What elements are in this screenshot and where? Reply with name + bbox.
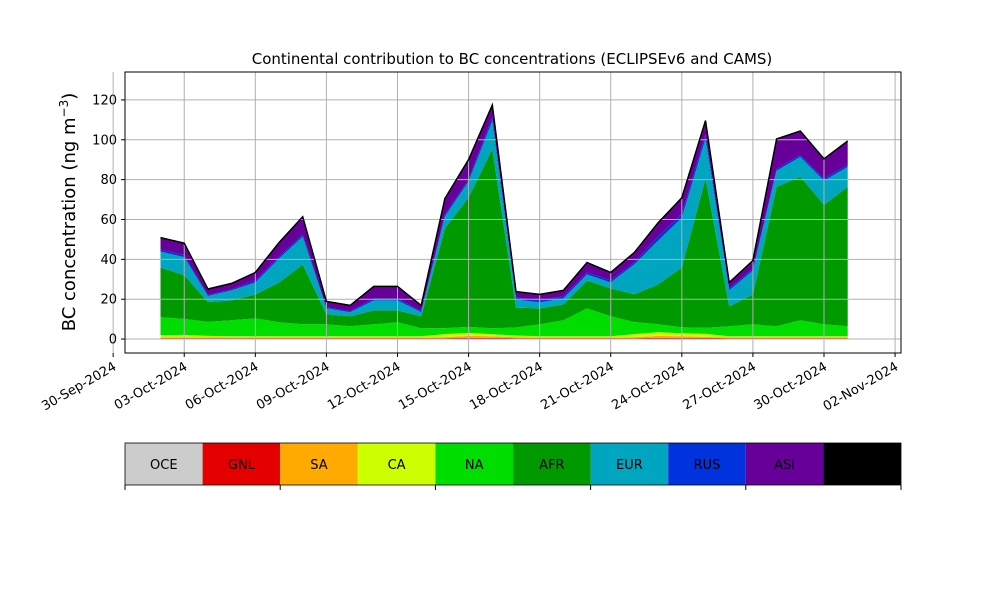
legend-label-sa: SA	[310, 458, 327, 473]
legend-label-eur: EUR	[616, 458, 643, 473]
legend-swatch-aus	[823, 443, 901, 485]
y-tick-label: 120	[92, 93, 117, 108]
x-tick-label: 27-Oct-2024	[681, 359, 759, 413]
x-tick-label: 02-Nov-2024	[821, 359, 901, 414]
x-tick-label: 24-Oct-2024	[609, 359, 687, 413]
area-ca	[160, 332, 848, 338]
y-tick-label: 20	[100, 293, 117, 308]
legend-swatch-afr	[513, 443, 591, 485]
x-tick-label: 30-Oct-2024	[752, 359, 830, 413]
area-sa	[160, 335, 848, 339]
legend-swatch-gnl	[202, 443, 281, 485]
y-tick-label: 80	[100, 173, 117, 188]
legend-label-ca: CA	[388, 458, 406, 473]
y-tick-label: 100	[92, 133, 117, 148]
legend-label-na: NA	[465, 458, 484, 473]
area-na	[160, 308, 848, 337]
x-tick-label: 18-Oct-2024	[467, 359, 545, 413]
y-tick-label: 0	[109, 333, 117, 348]
plot-frame	[124, 71, 902, 354]
legend-swatch-sa	[280, 443, 358, 485]
y-axis: 0 20 40 60 80 100 120	[92, 93, 125, 348]
legend: OCE GNL SA CA NA AFR EUR RUS ASI AUS	[124, 442, 902, 490]
x-tick-label: 06-Oct-2024	[183, 359, 261, 413]
legend-label-afr: AFR	[539, 458, 564, 473]
legend-frame	[124, 442, 902, 486]
total-outline	[160, 102, 849, 307]
legend-label-oce: OCE	[150, 458, 178, 473]
x-tick-label: 30-Sep-2024	[39, 359, 119, 414]
legend-swatch-eur	[590, 443, 669, 485]
x-axis: 30-Sep-202403-Oct-202406-Oct-202409-Oct-…	[39, 353, 901, 414]
legend-label-gnl: GNL	[228, 458, 256, 473]
legend-label-rus: RUS	[694, 458, 721, 473]
stacked-area-layer	[160, 105, 848, 339]
area-eur	[160, 121, 848, 317]
area-afr	[160, 148, 848, 329]
x-tick-label: 12-Oct-2024	[325, 359, 403, 413]
legend-swatch-asi	[745, 443, 824, 485]
legend-swatch-rus	[668, 443, 746, 485]
x-tick-label: 15-Oct-2024	[396, 359, 474, 413]
y-tick-label: 60	[100, 213, 117, 228]
x-tick-label: 09-Oct-2024	[254, 359, 332, 413]
legend-swatch-oce	[125, 443, 203, 485]
x-tick-label: 03-Oct-2024	[112, 359, 190, 413]
x-tick-label: 21-Oct-2024	[538, 359, 616, 413]
legend-label-asi: ASI	[774, 458, 795, 473]
legend-label-aus: AUS	[849, 458, 876, 473]
y-tick-label: 40	[100, 253, 117, 268]
y-axis-label: BC concentration (ng m−3)	[57, 93, 80, 332]
chart-title: Continental contribution to BC concentra…	[252, 50, 773, 68]
grid-lines	[112, 72, 901, 353]
legend-swatch-ca	[357, 443, 436, 485]
area-gnl	[160, 337, 848, 339]
legend-swatch-na	[435, 443, 513, 485]
